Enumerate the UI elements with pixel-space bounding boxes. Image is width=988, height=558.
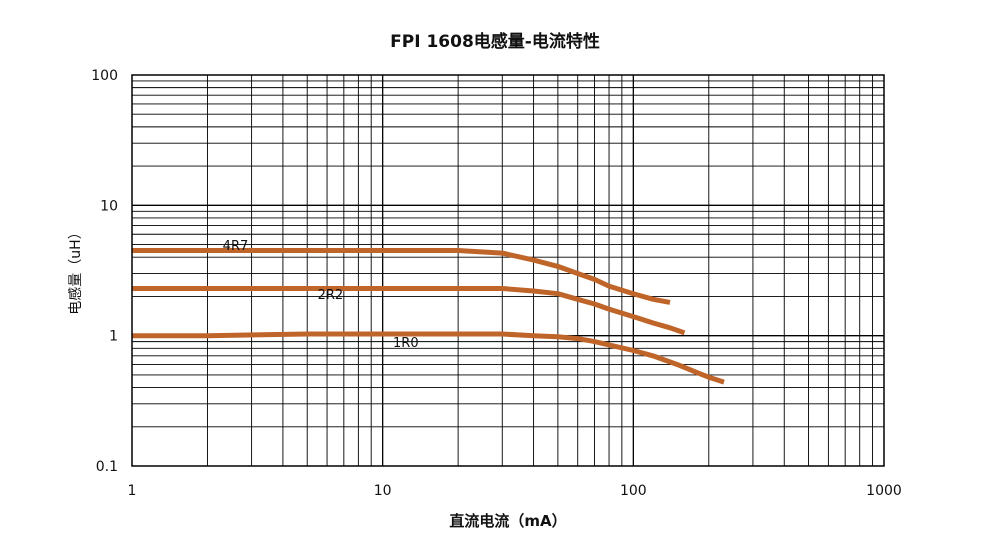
x-tick-label: 10 — [374, 483, 392, 499]
y-tick-label: 10 — [100, 198, 118, 214]
series-label-1r0: 1R0 — [393, 336, 419, 351]
series-layer — [132, 248, 725, 385]
x-tick-label: 1 — [128, 483, 137, 499]
y-tick-label: 0.1 — [96, 459, 118, 475]
series-line-4r7 — [132, 248, 671, 305]
series-line-2r2 — [132, 286, 686, 336]
tick-labels: 1 10 100 1000 0.1 1 10 100 — [91, 68, 902, 499]
series-label-2r2: 2R2 — [318, 288, 344, 303]
series-label-4r7: 4R7 — [223, 239, 249, 254]
x-tick-label: 100 — [620, 483, 647, 499]
grid — [132, 75, 884, 466]
y-tick-label: 100 — [91, 68, 118, 84]
x-axis-label: 直流电流（mA） — [449, 512, 566, 530]
y-axis-label: 电感量（uH） — [67, 225, 84, 314]
plot-frame — [131, 74, 885, 467]
series-line-1r0 — [132, 331, 725, 385]
x-tick-label: 1000 — [866, 483, 902, 499]
chart-title: FPI 1608电感量-电流特性 — [390, 31, 600, 52]
series-labels: 4R7 2R2 1R0 — [223, 239, 419, 351]
y-tick-label: 1 — [109, 329, 118, 345]
